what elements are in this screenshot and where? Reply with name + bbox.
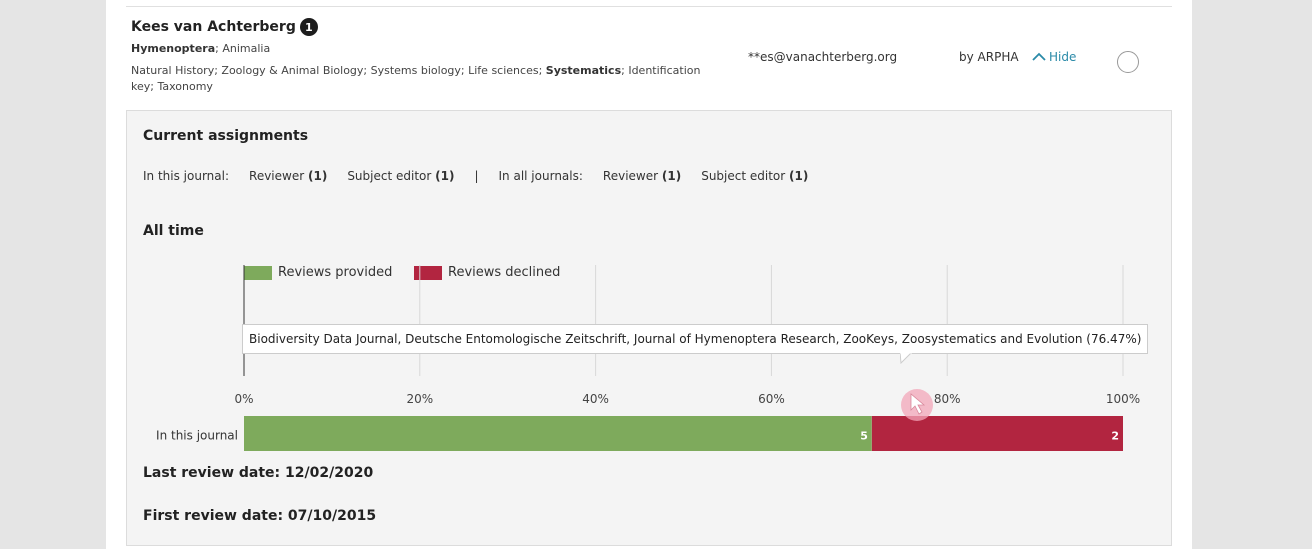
source-label: by ARPHA [959,50,1019,64]
taxa-line: Hymenoptera; Animalia [131,42,270,55]
reviewer-header: Kees van Achterberg 1 [131,18,318,36]
reviews-chart: Reviews provided Reviews declined 0% 20% 4… [127,251,1173,451]
divider [126,6,1172,7]
category-label-0: In this journal [156,429,238,443]
areas-highlight: Systematics [545,64,622,77]
journal-subject-editor: Subject editor (1) [347,169,454,183]
last-review-date: Last review date: 12/02/2020 [143,465,374,481]
legend-item-declined: Reviews declined [414,265,560,280]
all-reviewer-label: Reviewer [602,169,659,183]
cursor-pointer-icon [901,389,933,421]
x-tick-label-3: 60% [758,392,785,406]
reviewer-email: **es@vanachterberg.org [748,50,898,64]
all-subject-editor-label: Subject editor [701,169,786,183]
x-tick-label-0: 0% [234,392,253,406]
bar-label-0-0: 5 [860,430,868,443]
areas-part2: ; Identification key; Taxonomy [131,64,701,93]
journal-reviewer: Reviewer (1) [249,169,327,183]
taxa-secondary: ; Animalia [215,42,271,55]
chevron-up-icon [1032,52,1046,61]
areas-part1: Natural History; Zoology & Animal Biolog… [131,64,546,77]
in-journal-label: In this journal: [143,169,230,183]
legend-swatch-declined [414,265,442,280]
legend-label-provided: Reviews provided [278,265,393,280]
all-subject-editor: Subject editor (1) [701,169,808,183]
bar-label-0-1: 2 [1111,430,1119,443]
journal-reviewer-label: Reviewer [249,169,305,183]
x-tick-label-4: 80% [934,392,961,406]
x-tick-label-2: 40% [582,392,609,406]
journal-reviewer-count: (1) [307,169,328,183]
journal-subject-editor-count: (1) [435,169,455,183]
subject-areas: Natural History; Zoology & Animal Biolog… [131,63,721,95]
in-all-label: In all journals: [498,169,583,183]
reviewer-name: Kees van Achterberg [131,19,296,35]
x-tick-label-1: 20% [406,392,433,406]
taxa-primary: Hymenoptera [131,42,216,55]
bar-0-0 [244,416,872,451]
hide-toggle[interactable]: Hide [1032,50,1076,64]
legend-swatch-provided [244,265,272,280]
all-reviewer-count: (1) [661,169,682,183]
all-subject-editor-count: (1) [789,169,809,183]
count-badge: 1 [299,18,318,36]
journal-subject-editor-label: Subject editor [347,169,432,183]
assignments-row: In this journal: Reviewer (1) Subject ed… [143,169,828,183]
all-reviewer: Reviewer (1) [603,169,681,183]
assign-separator: | [474,169,479,183]
bar-0-1 [871,416,1123,451]
legend-label-declined: Reviews declined [448,265,561,280]
select-radio[interactable] [1117,51,1139,73]
assignments-title: Current assignments [143,128,309,144]
details-panel: Current assignments In this journal: Rev… [126,110,1172,546]
reviewer-card: Kees van Achterberg 1 Hymenoptera; Anima… [106,0,1192,549]
first-review-date: First review date: 07/10/2015 [143,508,377,524]
hide-label: Hide [1049,50,1077,64]
tooltip-arrow [900,352,912,364]
all-time-title: All time [143,223,204,239]
chart-tooltip: Biodiversity Data Journal, Deutsche Ento… [242,324,1149,354]
legend-item-provided: Reviews provided [244,265,392,280]
x-tick-label-5: 100% [1106,392,1140,406]
